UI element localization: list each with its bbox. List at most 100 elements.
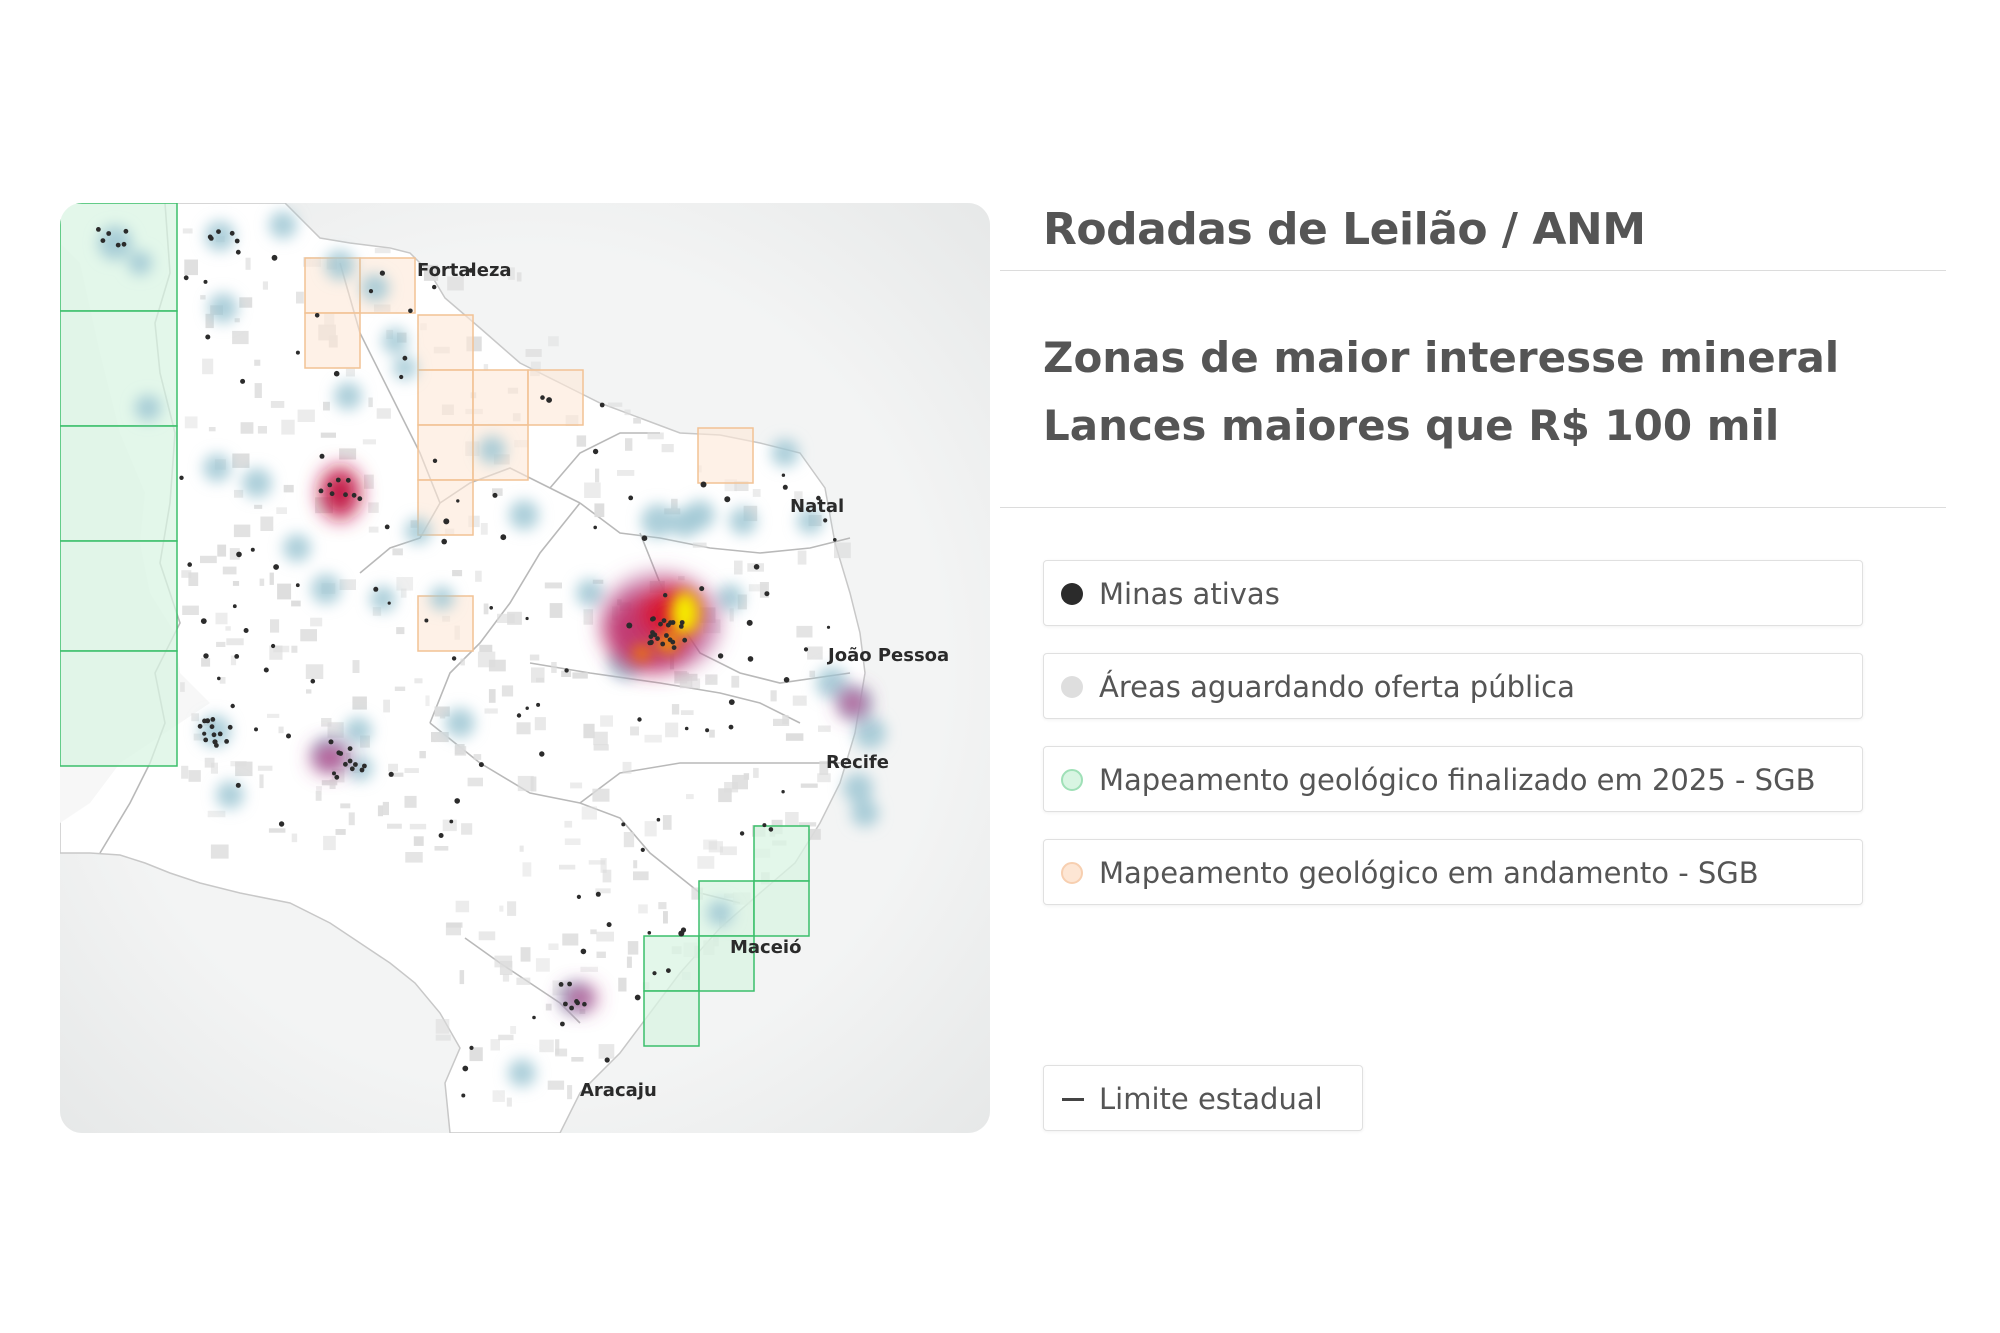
- awaiting-area-patch: [232, 581, 240, 586]
- awaiting-area-patch: [499, 905, 504, 912]
- awaiting-area-patch: [497, 613, 515, 623]
- awaiting-area-patch: [592, 788, 610, 802]
- awaiting-area-patch: [431, 732, 449, 743]
- awaiting-area-patch: [818, 725, 831, 732]
- awaiting-area-patch: [182, 605, 199, 615]
- awaiting-area-patch: [792, 695, 807, 706]
- mine-dot: [310, 678, 316, 684]
- awaiting-area-patch: [483, 364, 489, 371]
- awaiting-area-patch: [423, 264, 439, 281]
- awaiting-area-patch: [797, 550, 807, 565]
- mine-dot: [671, 645, 677, 650]
- awaiting-area-patch: [262, 281, 268, 290]
- awaiting-area-patch: [510, 1026, 517, 1034]
- mine-dot: [661, 618, 667, 623]
- legend-item-mapeamento-andamento[interactable]: Mapeamento geológico em andamento - SGB: [1043, 839, 1863, 905]
- awaiting-area-patch: [638, 904, 648, 914]
- awaiting-area-patch: [583, 723, 595, 739]
- awaiting-area-patch: [254, 359, 261, 366]
- mine-dot: [254, 727, 258, 732]
- awaiting-area-patch: [348, 812, 355, 826]
- mine-dot: [347, 746, 353, 751]
- page-title: Rodadas de Leilão / ANM: [1043, 204, 1646, 255]
- awaiting-area-patch: [321, 718, 332, 727]
- green-dot-icon: [1061, 769, 1083, 791]
- awaiting-area-patch: [409, 823, 427, 830]
- awaiting-area-patch: [734, 481, 749, 491]
- mine-dot: [823, 518, 828, 523]
- awaiting-area-patch: [435, 1034, 451, 1041]
- mine-dot: [546, 397, 552, 403]
- awaiting-area-patch: [316, 786, 322, 791]
- awaiting-area-patch: [644, 734, 662, 743]
- awaiting-area-patch: [447, 276, 464, 291]
- mine-dot: [234, 238, 240, 244]
- mine-dot: [232, 604, 237, 609]
- mine-dot: [100, 238, 106, 243]
- awaiting-area-patch: [232, 453, 250, 468]
- awaiting-area-patch: [394, 686, 406, 691]
- awaiting-area-patch: [216, 641, 226, 647]
- awaiting-area-patch: [483, 603, 489, 615]
- awaiting-area-patch: [374, 247, 391, 254]
- awaiting-area-patch: [490, 1039, 500, 1051]
- mine-dot: [668, 620, 673, 626]
- legend-item-areas-aguardando[interactable]: Áreas aguardando oferta pública: [1043, 653, 1863, 719]
- subtitle-line-1: Zonas de maior interesse mineral: [1043, 333, 1840, 382]
- awaiting-area-patch: [392, 548, 403, 556]
- mine-dot: [660, 641, 666, 647]
- mine-dot: [768, 827, 774, 832]
- mine-dot: [593, 525, 597, 530]
- mine-dot: [343, 761, 348, 767]
- awaiting-area-patch: [576, 435, 587, 447]
- city-label-recife: Recife: [826, 752, 889, 773]
- awaiting-area-patch: [260, 516, 274, 531]
- awaiting-area-patch: [809, 670, 816, 678]
- mine-dot: [781, 473, 786, 477]
- legend-item-minas-ativas[interactable]: Minas ativas: [1043, 560, 1863, 626]
- awaiting-area-patch: [705, 674, 718, 685]
- awaiting-area-patch: [719, 846, 737, 856]
- mine-dot: [462, 1065, 469, 1072]
- mine-dot: [782, 484, 788, 490]
- mine-dot: [334, 774, 340, 780]
- mine-dot: [648, 634, 654, 639]
- awaiting-area-patch: [679, 673, 698, 681]
- map[interactable]: Fortaleza Natal João Pessoa Recife Macei…: [60, 203, 990, 1133]
- mine-dot: [345, 477, 351, 483]
- awaiting-area-patch: [559, 864, 576, 870]
- awaiting-area-patch: [596, 931, 614, 942]
- city-labels: Fortaleza Natal João Pessoa Recife Macei…: [417, 260, 949, 1101]
- awaiting-area-patch: [291, 833, 298, 843]
- mine-dot: [227, 724, 233, 730]
- awaiting-area-patch: [425, 695, 430, 707]
- legend-item-limite-estadual[interactable]: Limite estadual: [1043, 1065, 1363, 1131]
- mine-dot: [634, 994, 641, 1001]
- awaiting-area-patch: [564, 838, 581, 845]
- legend-item-mapeamento-finalizado[interactable]: Mapeamento geológico finalizado em 2025 …: [1043, 746, 1863, 812]
- map-panel[interactable]: Fortaleza Natal João Pessoa Recife Macei…: [60, 203, 990, 1133]
- awaiting-area-patch: [188, 572, 199, 586]
- awaiting-area-patch: [570, 782, 583, 789]
- awaiting-area-patch: [277, 583, 292, 600]
- mine-dot: [286, 733, 291, 739]
- mine-dot: [438, 833, 444, 838]
- awaiting-area-patch: [210, 844, 229, 859]
- awaiting-area-patch: [215, 612, 228, 625]
- mine-dot: [667, 637, 673, 643]
- mine-dot: [353, 762, 358, 767]
- mine-dot: [209, 724, 215, 730]
- awaiting-area-patch: [467, 777, 483, 787]
- mine-dot: [443, 518, 450, 525]
- awaiting-area-patch: [225, 626, 231, 631]
- awaiting-area-patch: [182, 228, 193, 234]
- mine-dot: [699, 586, 705, 592]
- awaiting-area-patch: [382, 801, 389, 816]
- mine-dot: [240, 378, 246, 384]
- awaiting-area-patch: [404, 795, 417, 808]
- awaiting-area-patch: [697, 856, 715, 869]
- legend-label: Minas ativas: [1099, 577, 1280, 611]
- awaiting-area-patch: [345, 368, 355, 377]
- awaiting-area-patch: [773, 718, 790, 726]
- awaiting-area-patch: [459, 970, 465, 985]
